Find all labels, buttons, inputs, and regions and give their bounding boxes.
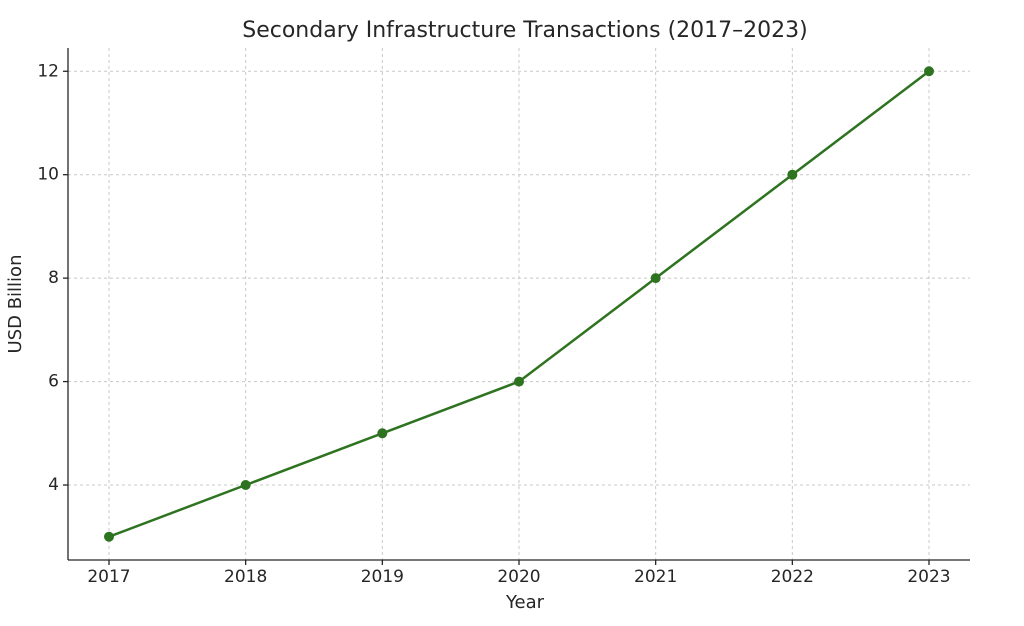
data-point: [377, 428, 388, 439]
x-tick-label: 2017: [87, 567, 130, 587]
x-tick-label: 2021: [634, 567, 677, 587]
data-point: [240, 480, 251, 491]
data-point: [924, 66, 934, 77]
data-point: [104, 531, 114, 542]
y-tick-label: 4: [48, 475, 59, 495]
chart-title: Secondary Infrastructure Transactions (2…: [242, 18, 808, 43]
x-tick-label: 2018: [224, 567, 267, 587]
data-line: [108, 70, 930, 538]
x-tick-label: 2023: [907, 567, 950, 587]
y-tick-label: 10: [37, 165, 59, 185]
data-point: [787, 169, 798, 180]
y-axis-label: USD Billion: [5, 255, 26, 354]
x-tick-label: 2020: [497, 567, 540, 587]
data-point: [514, 376, 524, 387]
y-tick-label: 8: [48, 268, 59, 288]
y-tick-label: 12: [37, 61, 59, 81]
y-tick-label: 6: [48, 372, 59, 392]
x-tick-label: 2019: [361, 567, 404, 587]
x-tick-label: 2022: [771, 567, 814, 587]
x-axis-label: Year: [505, 592, 545, 613]
data-point: [650, 273, 661, 284]
